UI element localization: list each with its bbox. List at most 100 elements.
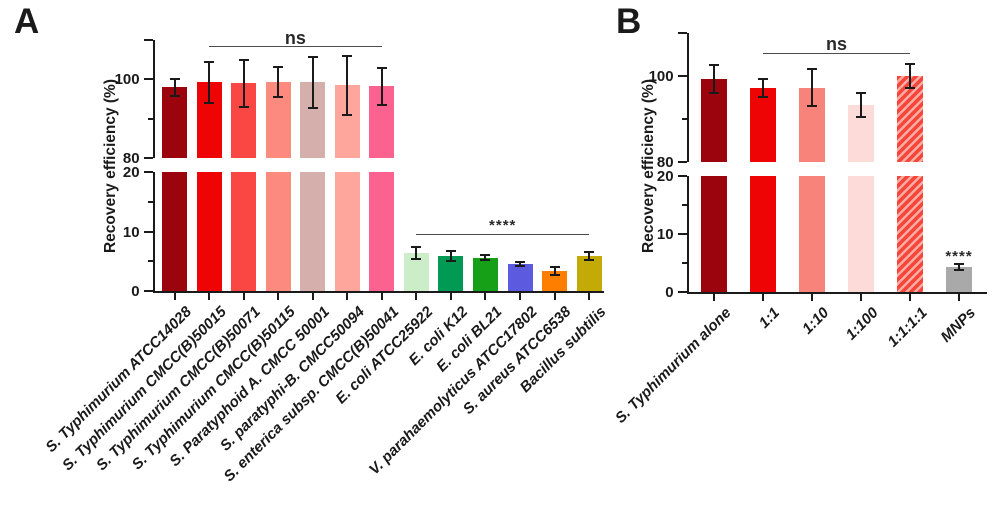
panel-b-y-tick-15 bbox=[681, 204, 687, 206]
panel-a-error-cap-bottom-10 bbox=[515, 265, 525, 267]
panel-b-y-tick-20 bbox=[677, 175, 687, 177]
panel-a-error-cap-bottom-11 bbox=[549, 273, 560, 276]
panel-a-x-tick-12 bbox=[588, 293, 591, 301]
panel-a-x-tick-3 bbox=[277, 293, 280, 301]
panel-a-error-cap-bottom-8 bbox=[445, 260, 456, 263]
panel-a-error-bar-1 bbox=[208, 61, 211, 104]
panel-a-error-cap-top-3 bbox=[273, 65, 284, 68]
panel-a-error-bar-10 bbox=[519, 262, 521, 266]
panel-a-significance-bracket-0 bbox=[209, 46, 382, 48]
panel-a-y-tick-label-10: 10 bbox=[122, 223, 140, 241]
panel-a-error-cap-bottom-3 bbox=[273, 95, 284, 98]
panel-a-y-tick-label-20: 20 bbox=[122, 164, 140, 181]
panel-a-bar-0-lower bbox=[162, 172, 187, 291]
panel-b-bar-1-upper bbox=[750, 88, 776, 162]
panel-b-error-cap-top-0 bbox=[709, 64, 719, 67]
panel-b-y-tick-100 bbox=[677, 75, 687, 77]
panel-a-error-cap-top-11 bbox=[549, 265, 560, 268]
panel-a-error-bar-9 bbox=[484, 255, 487, 261]
panel-a-x-axis bbox=[152, 291, 604, 294]
panel-b-x-label-3: 1:100 bbox=[842, 304, 882, 344]
panel-a-y-tick-20 bbox=[143, 171, 153, 173]
panel-b-error-cap-bottom-4 bbox=[905, 87, 915, 90]
panel-a-significance-bracket-1 bbox=[416, 234, 590, 236]
panel-a-significance-label-1: **** bbox=[489, 217, 517, 234]
panel-b-significance-bracket-0 bbox=[763, 53, 910, 55]
panel-a-error-bar-12 bbox=[588, 251, 591, 261]
panel-a-bar-10 bbox=[507, 264, 533, 291]
panel-a-x-tick-5 bbox=[346, 293, 349, 301]
panel-b-y-tick-80 bbox=[677, 161, 687, 163]
panel-a-bar-4-lower bbox=[300, 172, 326, 291]
panel-b-x-label-2: 1:10 bbox=[799, 304, 833, 338]
panel-a-error-cap-top-7 bbox=[411, 245, 422, 248]
panel-b-y-tick-label-20: 20 bbox=[656, 168, 674, 185]
panel-a-error-bar-11 bbox=[553, 266, 556, 275]
panel-a-error-bar-6 bbox=[380, 67, 383, 105]
panel-b-x-label-0: S. Typhimurium alone bbox=[611, 304, 735, 427]
panel-a-y-tick-0 bbox=[143, 290, 153, 292]
panel-a-error-bar-5 bbox=[346, 55, 349, 115]
panel-b-y-tick-5 bbox=[681, 262, 687, 264]
panel-a-y-axis-upper bbox=[152, 40, 155, 158]
panel-b-x-tick-1 bbox=[762, 294, 764, 302]
panel-a-x-tick-10 bbox=[519, 293, 521, 301]
panel-a-error-cap-top-5 bbox=[342, 54, 353, 57]
panel-a-x-tick-6 bbox=[380, 293, 383, 301]
panel-b-significance-label-0: ns bbox=[825, 34, 848, 54]
panel-a-y-tick-90 bbox=[147, 117, 153, 120]
panel-b-error-bar-4 bbox=[909, 63, 911, 89]
panel-a-x-tick-9 bbox=[484, 293, 487, 301]
panel-a-error-cap-top-8 bbox=[445, 249, 456, 252]
panel-a-bar-11 bbox=[542, 270, 568, 291]
panel-b-error-cap-bottom-5 bbox=[954, 268, 964, 271]
panel-a-error-cap-bottom-1 bbox=[204, 102, 215, 105]
panel-b-x-axis bbox=[686, 292, 987, 295]
panel-b-y-tick-label-0: 0 bbox=[665, 284, 674, 301]
panel-a-error-cap-top-10 bbox=[515, 261, 525, 264]
panel-b-error-cap-bottom-2 bbox=[807, 105, 817, 108]
panel-b-bar-4-upper bbox=[897, 76, 923, 162]
panel-b-error-cap-bottom-1 bbox=[758, 95, 768, 98]
panel-a-y-axis-lower bbox=[152, 172, 155, 294]
panel-b-error-cap-top-3 bbox=[856, 92, 866, 95]
panel-a-y-tick-label-0: 0 bbox=[131, 283, 140, 300]
panel-a-x-tick-0 bbox=[173, 293, 176, 301]
panel-a-y-tick-100 bbox=[143, 78, 153, 81]
panel-b-y-tick-90 bbox=[681, 118, 687, 120]
panel-a-significance-label-0: ns bbox=[284, 28, 306, 48]
panel-a-error-cap-bottom-5 bbox=[342, 113, 353, 116]
panel-b-error-bar-1 bbox=[762, 79, 764, 97]
panel-a-error-cap-top-1 bbox=[204, 60, 215, 63]
panel-a-letter: A bbox=[14, 2, 40, 41]
panel-a-error-cap-bottom-7 bbox=[411, 257, 422, 260]
panel-b-significance-stars-1: **** bbox=[945, 248, 973, 265]
panel-a-x-tick-11 bbox=[553, 293, 556, 301]
panel-a-error-cap-bottom-6 bbox=[376, 103, 387, 106]
panel-b-y-tick-label-10: 10 bbox=[656, 226, 674, 243]
panel-b-error-cap-top-1 bbox=[758, 78, 768, 81]
panel-a-error-bar-8 bbox=[449, 250, 452, 262]
panel-b-y-tick-10 bbox=[677, 233, 687, 235]
panel-a-bar-0-upper bbox=[162, 87, 187, 158]
panel-b-x-tick-0 bbox=[713, 294, 715, 302]
panel-a-x-tick-4 bbox=[311, 293, 314, 301]
panel-b-x-tick-4 bbox=[909, 294, 911, 302]
panel-a-y-tick-80 bbox=[143, 157, 153, 159]
panel-a-error-cap-top-12 bbox=[584, 250, 595, 253]
panel-b-error-cap-bottom-3 bbox=[856, 116, 866, 119]
panel-b-bar-4-lower bbox=[897, 176, 923, 292]
panel-a-error-bar-4 bbox=[311, 56, 314, 109]
panel-a-bar-9 bbox=[472, 257, 498, 291]
panel-b-bar-3-lower bbox=[848, 176, 874, 292]
panel-b-error-cap-top-4 bbox=[905, 62, 915, 65]
panel-a-x-tick-1 bbox=[208, 293, 211, 301]
panel-a-y-tick-label-100: 100 bbox=[114, 71, 140, 89]
panel-a-y-tick-110 bbox=[143, 39, 153, 41]
panel-a-error-cap-top-6 bbox=[376, 66, 387, 69]
panel-a-error-cap-bottom-9 bbox=[480, 259, 491, 262]
panel-a-bar-5-lower bbox=[334, 172, 360, 291]
